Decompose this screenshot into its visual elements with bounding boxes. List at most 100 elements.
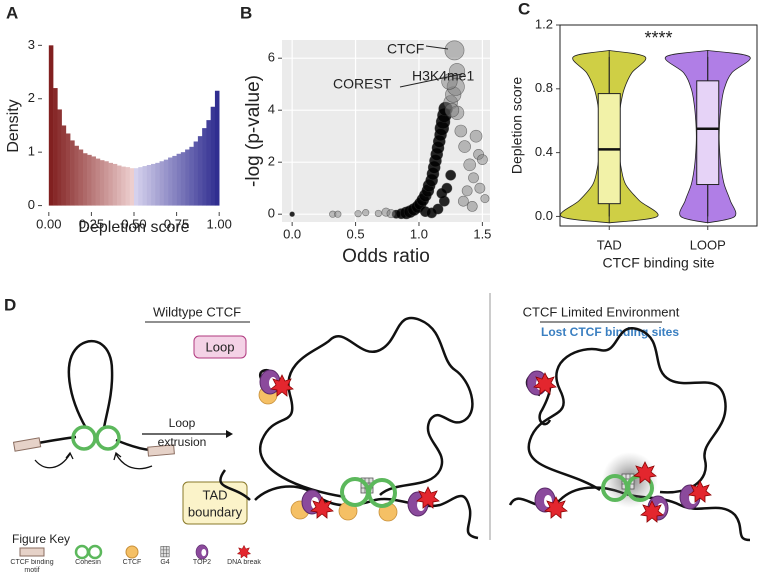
bar <box>210 106 216 206</box>
key-label: G4 <box>160 559 170 566</box>
point <box>476 154 488 165</box>
proteins <box>526 370 712 523</box>
annotation-pointer <box>425 45 449 50</box>
point <box>374 209 382 218</box>
bar <box>65 133 71 206</box>
bar <box>134 168 139 206</box>
cohesin <box>71 425 97 451</box>
key-label: CTCF binding motif <box>10 559 54 574</box>
x-tick-label: 0.0 <box>283 226 301 241</box>
bar <box>74 145 79 206</box>
chart-panel: A 0 1 2 3 0.00 0.25 0.50 0.75 1.00 Depletion score… <box>5 3 232 236</box>
key-item: G4 <box>160 559 170 566</box>
x-tick-label: LOOP <box>690 237 726 252</box>
bar <box>159 161 165 206</box>
bar <box>206 120 211 206</box>
x-tick-label: 0.50 <box>121 216 146 231</box>
key-title: Figure Key <box>12 532 70 546</box>
x-tick-label: 0.00 <box>36 216 61 231</box>
point <box>444 102 460 118</box>
chart-panel: C 0.0 0.4 0.8 1.2 CTCF binding site Depletion … <box>509 0 758 271</box>
plot-frame <box>559 24 758 227</box>
cohesin <box>95 425 121 451</box>
y-tick-label: 1.2 <box>535 16 553 31</box>
key-item: DNA break <box>227 559 261 566</box>
y-tick-label: 0 <box>268 206 275 221</box>
x-tick-label: 1.0 <box>410 226 428 241</box>
key-icons <box>19 547 45 557</box>
key-item: CTCF binding motif <box>10 559 54 574</box>
y-tick-label: 0.4 <box>535 144 553 159</box>
point <box>461 185 473 197</box>
key-icons <box>160 546 170 558</box>
key-icons <box>237 545 251 559</box>
bar <box>168 157 173 206</box>
y-axis-label: Depletion score <box>509 77 525 174</box>
limited-title: CTCF Limited Environment <box>523 304 680 319</box>
key-label: DNA break <box>227 559 261 566</box>
x-tick-label: 0.5 <box>347 226 365 241</box>
small-loop <box>37 435 77 445</box>
bar <box>193 141 199 206</box>
limited-subtitle: Lost CTCF binding sites <box>541 325 679 339</box>
point <box>362 209 370 217</box>
bar <box>112 163 118 206</box>
key-icons <box>125 545 139 559</box>
annotation: H3K4me1 <box>412 68 474 84</box>
bar <box>61 125 67 206</box>
panel-label: A <box>6 3 18 22</box>
arrow-head <box>226 430 233 438</box>
bar <box>146 164 152 206</box>
point <box>474 182 486 194</box>
chart-panel: B 0 2 4 6 0.0 0.5 1.0 1.5 Odds ratio -log (p-value… <box>240 3 491 267</box>
point <box>448 63 466 80</box>
point <box>463 158 477 172</box>
point <box>466 200 478 212</box>
y-tick-label: 3 <box>28 37 35 52</box>
key-icons <box>195 544 209 560</box>
bar <box>176 153 182 206</box>
x-tick-label: 0.25 <box>79 216 104 231</box>
point <box>454 124 468 138</box>
bar <box>70 140 75 206</box>
bar <box>116 165 122 206</box>
motif <box>12 437 42 452</box>
key-icons <box>19 544 251 560</box>
y-axis-label: -log (p-value) <box>243 75 264 187</box>
point <box>334 210 342 218</box>
point <box>469 129 483 143</box>
bar <box>142 166 148 206</box>
bar <box>180 152 186 206</box>
x-axis-label: Odds ratio <box>342 246 430 267</box>
y-tick-label: 0.8 <box>535 80 553 95</box>
y-tick-label: 4 <box>268 102 275 117</box>
key-label: CTCF <box>122 559 142 566</box>
y-tick-label: 0 <box>28 197 35 212</box>
panel-label: C <box>518 0 530 18</box>
key-item: Cohesin <box>75 559 101 566</box>
point <box>445 169 457 181</box>
annotation: COREST <box>333 76 392 92</box>
annotation-pointer <box>399 73 463 88</box>
key-item: TOP2 <box>192 559 212 566</box>
chromatin <box>259 316 474 499</box>
key-label: TOP2 <box>192 559 212 566</box>
x-axis-label: CTCF binding site <box>602 255 714 271</box>
small-loop <box>115 438 151 452</box>
y-tick-label: 6 <box>268 50 275 65</box>
arrow-label: extrusion <box>158 435 207 449</box>
key-labels: CTCF binding motif Cohesin CTCF G4 TOP2 DNA b… <box>10 559 261 574</box>
wildtype-title: Wildtype CTCF <box>153 304 241 319</box>
bar <box>82 153 88 206</box>
loop-box <box>193 335 247 359</box>
point <box>354 210 362 218</box>
bar <box>197 136 203 206</box>
tad-label: boundary <box>188 504 243 519</box>
bar <box>172 155 177 206</box>
key-icons <box>74 544 90 560</box>
bar <box>48 45 54 206</box>
bar <box>125 167 131 206</box>
small-loop <box>115 453 153 470</box>
y-axis-label: Density <box>5 99 22 152</box>
